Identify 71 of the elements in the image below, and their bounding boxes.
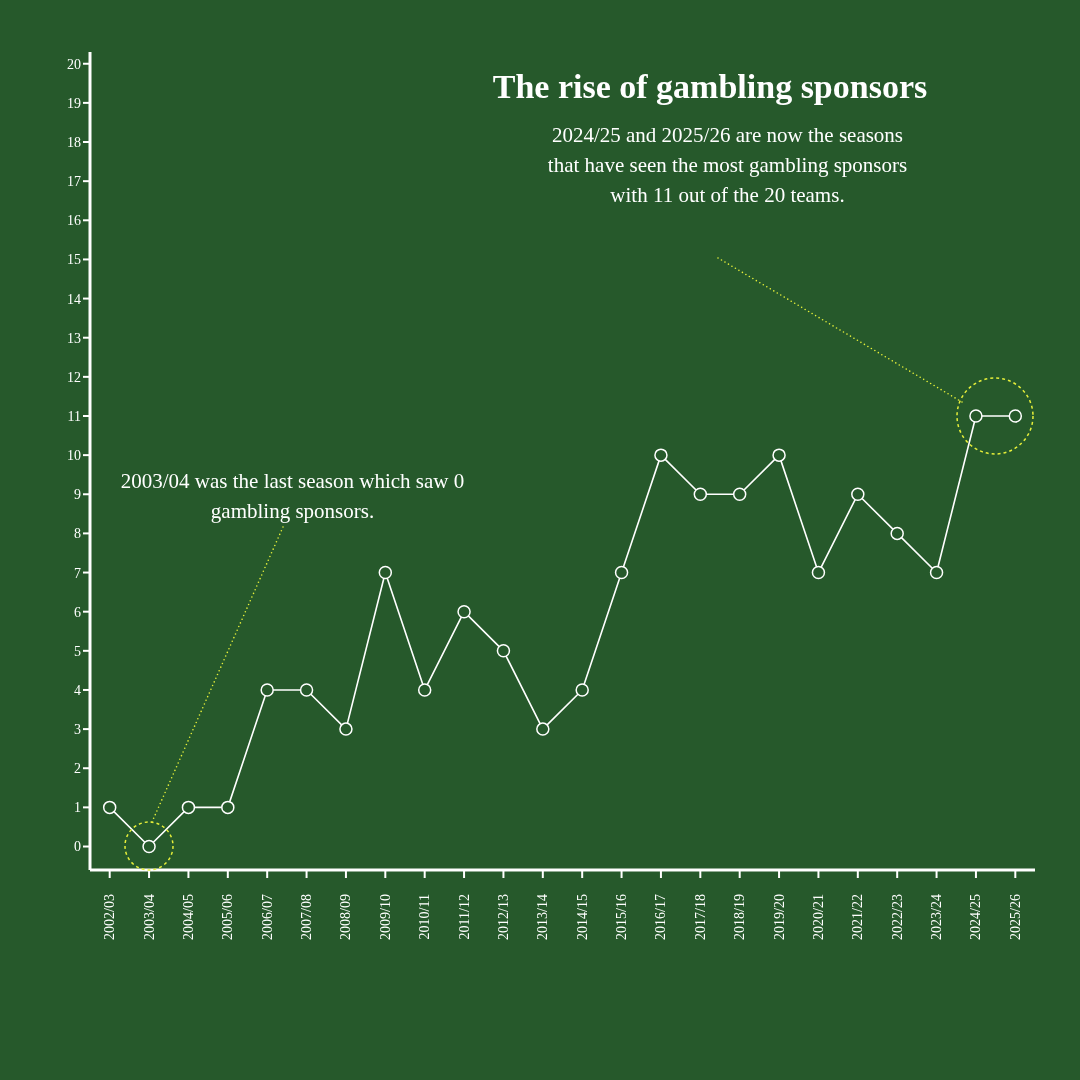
point bbox=[181, 800, 196, 815]
point bbox=[575, 683, 589, 697]
text: The rise of gambling sponsors bbox=[491, 68, 929, 106]
y-tick-label: 16 bbox=[67, 213, 81, 229]
x-tick-label: 2010/11 bbox=[417, 894, 433, 940]
y-tick-label: 6 bbox=[74, 604, 81, 620]
annotation: 2003/04 was the last season which saw 0 gambling sponsors. bbox=[120, 468, 465, 525]
x-tick-label: 2011/12 bbox=[456, 894, 472, 940]
point bbox=[693, 487, 708, 502]
x-tick-label: 2016/17 bbox=[653, 894, 669, 940]
x-tick-label: 2017/18 bbox=[692, 894, 708, 940]
point bbox=[457, 604, 471, 619]
point bbox=[102, 800, 117, 815]
y-tick-label: 5 bbox=[74, 643, 81, 659]
y-tick-label: 8 bbox=[74, 526, 81, 542]
y-tick-label: 7 bbox=[74, 565, 81, 581]
x-tick-label: 2002/03 bbox=[102, 894, 118, 940]
x-tick-label: 2009/10 bbox=[377, 894, 393, 940]
y-tick-label: 10 bbox=[67, 448, 81, 464]
y-tick-label: 17 bbox=[67, 174, 81, 190]
point bbox=[851, 487, 865, 502]
point bbox=[732, 487, 747, 502]
x-tick-label: 2006/07 bbox=[259, 894, 275, 940]
x-tick-label: 2007/08 bbox=[299, 894, 315, 940]
point bbox=[496, 644, 511, 658]
annotation: 2024/25 and 2025/26 are now the seasons that have seen the most gambling sponsors with 11 out of the 20 teams. bbox=[546, 122, 909, 209]
x-tick-label: 2012/13 bbox=[495, 894, 511, 940]
point bbox=[536, 722, 550, 736]
point bbox=[260, 683, 274, 697]
x-tick-label: 2008/09 bbox=[338, 894, 354, 940]
y-tick-label: 18 bbox=[67, 134, 81, 150]
y-tick-label: 2 bbox=[74, 761, 81, 777]
x-tick-label: 2013/14 bbox=[535, 894, 551, 940]
y-tick-label: 15 bbox=[67, 252, 81, 268]
x-tick-label: 2021/22 bbox=[850, 894, 866, 940]
point bbox=[339, 722, 353, 736]
y-tick-label: 11 bbox=[67, 408, 81, 424]
point bbox=[929, 565, 944, 580]
y-tick-label: 3 bbox=[74, 722, 81, 738]
x-tick-label: 2003/04 bbox=[141, 894, 157, 940]
x-tick-label: 2005/06 bbox=[220, 894, 236, 940]
x-tick-label: 2020/21 bbox=[810, 894, 826, 940]
y-tick-label: 13 bbox=[67, 330, 81, 346]
x-tick-label: 2018/19 bbox=[732, 894, 748, 940]
x-tick-label: 2019/20 bbox=[771, 894, 787, 940]
x-tick-label: 2015/16 bbox=[614, 894, 630, 940]
point bbox=[1008, 409, 1023, 423]
y-tick-label: 4 bbox=[74, 682, 81, 698]
y-tick-label: 1 bbox=[74, 800, 81, 816]
point bbox=[299, 683, 314, 697]
x-tick-label: 2014/15 bbox=[574, 894, 590, 940]
point bbox=[654, 448, 668, 462]
point bbox=[378, 565, 393, 580]
x-tick-label: 2004/05 bbox=[180, 894, 196, 940]
x-tick-label: 2025/26 bbox=[1007, 894, 1023, 940]
point bbox=[969, 409, 983, 423]
y-tick-label: 0 bbox=[74, 839, 81, 855]
x-tick-label: 2022/23 bbox=[889, 894, 905, 940]
y-tick-label: 14 bbox=[67, 291, 81, 307]
point bbox=[890, 526, 904, 541]
point bbox=[614, 565, 629, 580]
point bbox=[417, 683, 432, 697]
y-tick-label: 20 bbox=[67, 56, 81, 72]
y-tick-label: 12 bbox=[67, 369, 81, 385]
point bbox=[772, 448, 786, 462]
x-tick-label: 2023/24 bbox=[929, 894, 945, 940]
y-tick-label: 19 bbox=[67, 95, 81, 111]
x-tick-label: 2024/25 bbox=[968, 894, 984, 940]
point bbox=[811, 565, 826, 580]
y-tick-label: 9 bbox=[74, 487, 81, 503]
point bbox=[221, 800, 235, 815]
